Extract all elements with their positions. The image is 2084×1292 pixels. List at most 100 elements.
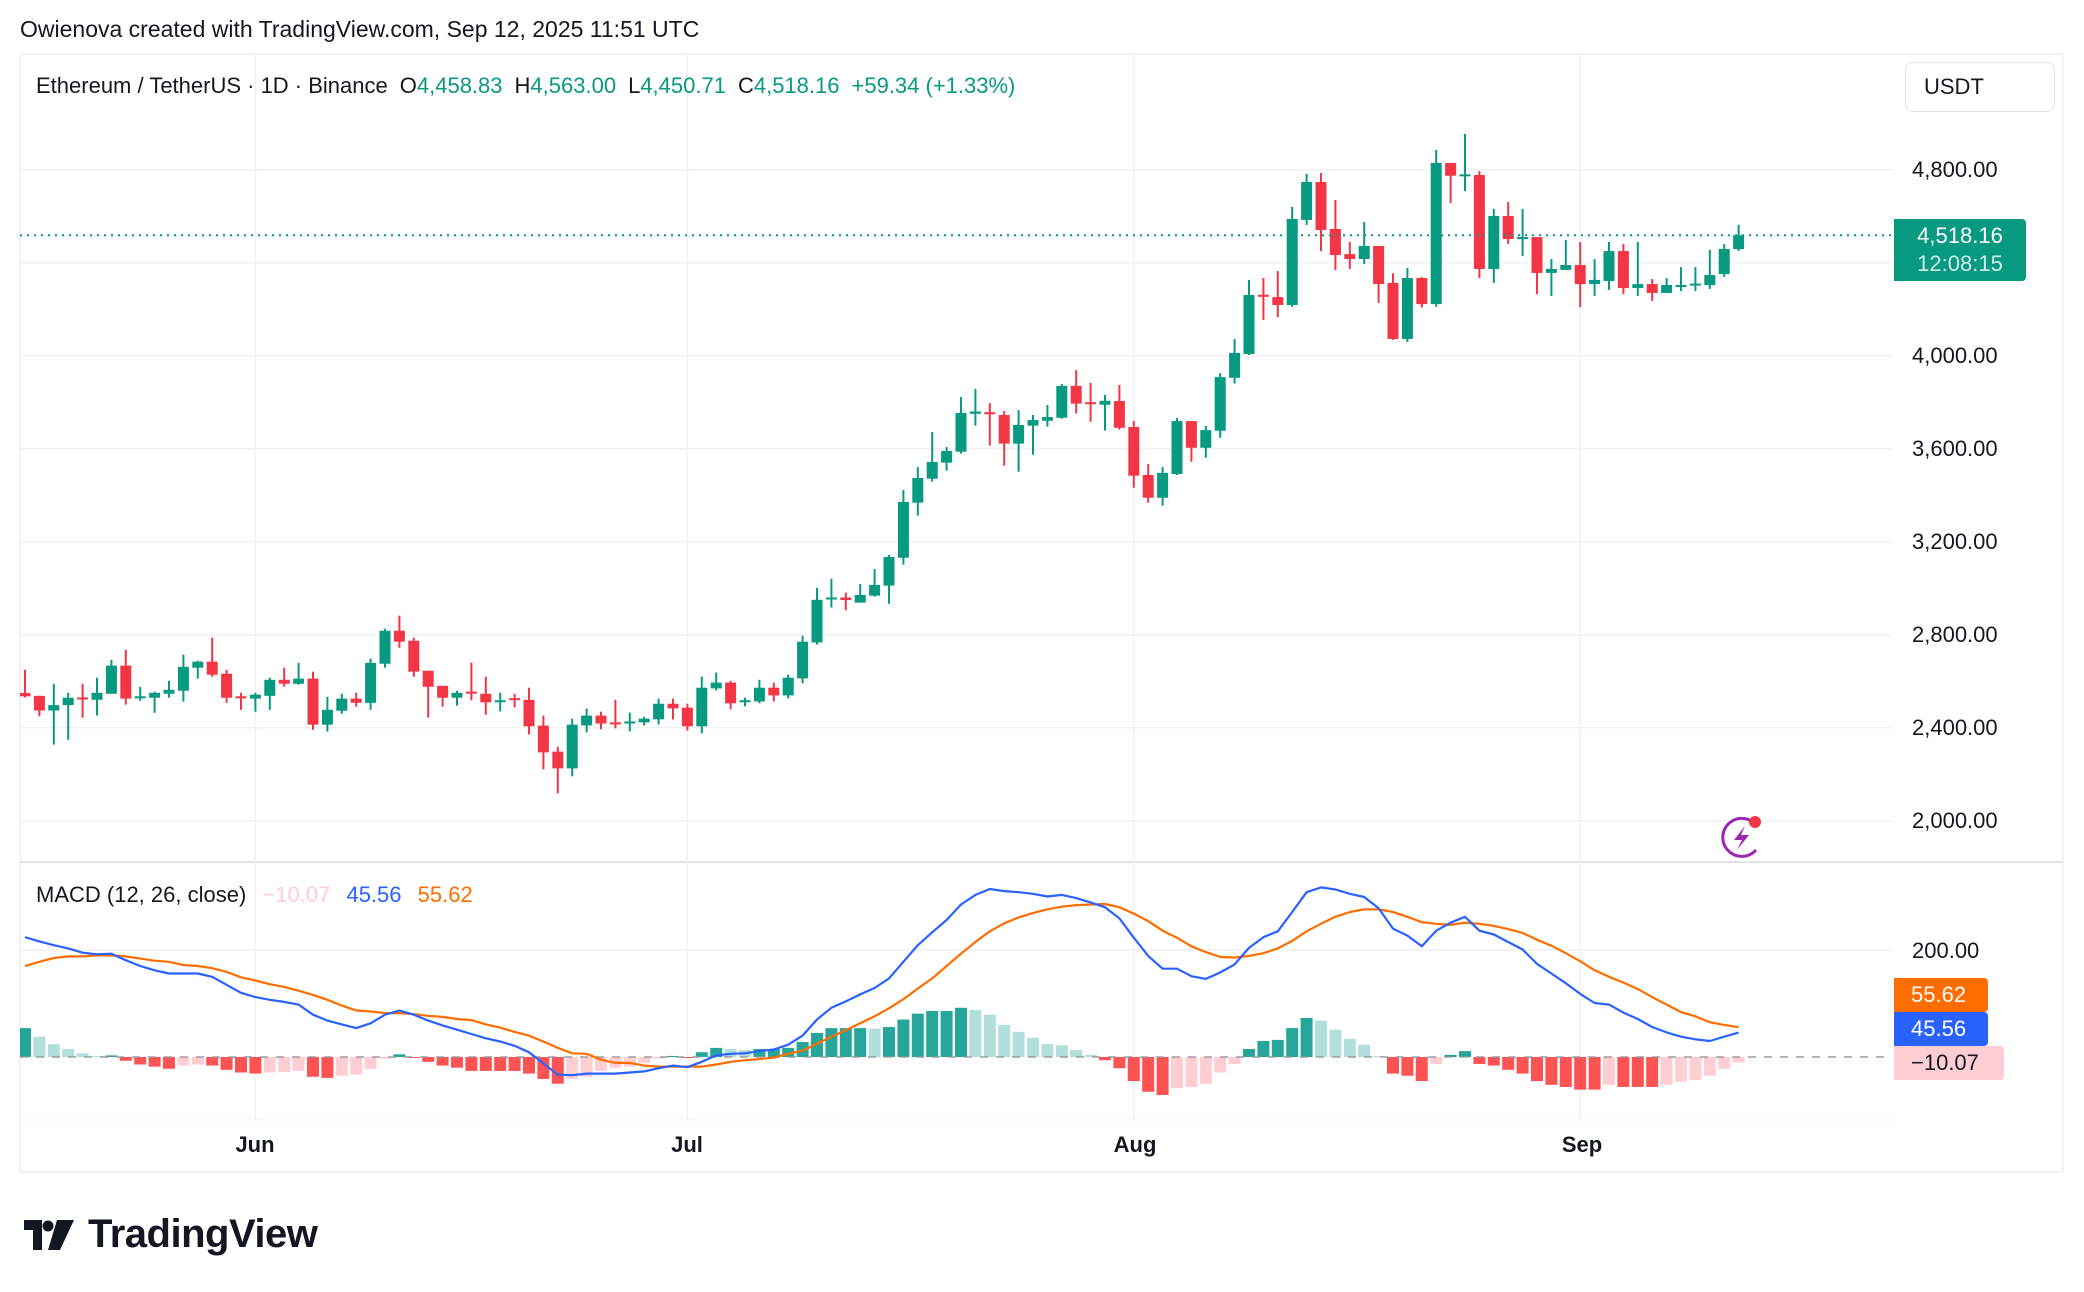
change-value: +59.34 (+1.33%) xyxy=(851,73,1016,98)
candle xyxy=(941,447,953,471)
candle xyxy=(1430,149,1442,307)
candle-body xyxy=(1675,285,1687,288)
candle-wick xyxy=(153,691,156,713)
close-label: C xyxy=(737,73,754,98)
histogram-bar xyxy=(681,1057,694,1058)
candle-body xyxy=(33,695,45,711)
histogram-bar xyxy=(1171,1057,1183,1089)
histogram-bar xyxy=(1444,1054,1457,1057)
candle-wick xyxy=(1032,414,1034,455)
histogram-bar xyxy=(767,1048,780,1057)
histogram-bar xyxy=(379,1057,391,1059)
candle-wick xyxy=(1636,242,1639,296)
histogram-bar xyxy=(1286,1028,1299,1057)
currency-button[interactable]: USDT xyxy=(1905,62,2055,112)
histogram-bar xyxy=(1401,1057,1414,1076)
candle-body xyxy=(667,703,679,709)
candle xyxy=(350,692,362,707)
candle xyxy=(739,697,751,707)
histogram-bar xyxy=(407,1057,420,1058)
histogram-bar xyxy=(508,1057,521,1071)
candle xyxy=(451,690,463,706)
candle-wick xyxy=(1363,222,1366,265)
symbol-name[interactable]: Ethereum / TetherUS · 1D · Binance xyxy=(36,73,388,98)
histogram-bar xyxy=(1732,1057,1745,1063)
histogram-bar xyxy=(479,1057,492,1071)
candle xyxy=(869,569,881,597)
candle-body xyxy=(105,665,117,694)
candle xyxy=(77,683,89,718)
macd-title[interactable]: MACD (12, 26, close) xyxy=(36,882,247,907)
histogram-bar xyxy=(292,1057,305,1071)
histogram-bar xyxy=(494,1057,507,1071)
candle xyxy=(1603,242,1615,290)
price-axis-label: 2,000.00 xyxy=(1912,808,1998,833)
candle xyxy=(1617,244,1629,295)
candle-wick xyxy=(456,690,458,706)
histogram-bar xyxy=(119,1057,132,1061)
candle-wick xyxy=(24,669,26,698)
candle xyxy=(177,654,189,702)
candle xyxy=(437,685,449,707)
candle-body xyxy=(1128,427,1140,476)
candle xyxy=(62,692,74,740)
candle-wick xyxy=(672,698,674,720)
candle-body xyxy=(955,412,967,452)
histogram-bar xyxy=(638,1057,651,1063)
histogram-bar xyxy=(1660,1057,1673,1085)
candle-body xyxy=(1401,278,1413,339)
candle xyxy=(1589,258,1601,296)
candle-body xyxy=(437,685,449,698)
candle-wick xyxy=(283,667,286,687)
candle xyxy=(1229,338,1241,384)
histogram-bar xyxy=(321,1057,334,1078)
histogram-bar xyxy=(1603,1057,1615,1085)
histogram-bar xyxy=(91,1055,103,1057)
candle-body xyxy=(379,630,391,664)
candle xyxy=(696,676,708,734)
histogram-bar xyxy=(1617,1057,1630,1087)
candle-body xyxy=(609,722,621,725)
candle-body xyxy=(725,682,737,704)
candle xyxy=(552,746,564,794)
histogram-bar xyxy=(1041,1044,1054,1057)
histogram-bar xyxy=(1689,1057,1702,1081)
histogram-bar xyxy=(191,1057,204,1065)
open-label: O xyxy=(399,73,417,98)
histogram-bar xyxy=(278,1057,291,1072)
histogram-bar xyxy=(1113,1057,1126,1069)
candle xyxy=(1473,171,1485,279)
candle xyxy=(494,692,506,712)
candle-wick xyxy=(1694,267,1697,292)
candle xyxy=(768,682,780,702)
histogram-bar xyxy=(1415,1057,1428,1082)
candle-body xyxy=(235,696,247,699)
candle-body xyxy=(710,682,722,689)
histogram-bar xyxy=(710,1047,723,1057)
candle-body xyxy=(1661,285,1673,293)
histogram-bar xyxy=(62,1048,75,1057)
candle-body xyxy=(48,705,60,711)
lightning-alert-icon[interactable] xyxy=(1721,816,1761,858)
candle xyxy=(293,662,305,685)
candle-body xyxy=(1142,474,1154,498)
candle xyxy=(955,397,967,454)
histogram-bar xyxy=(364,1057,377,1069)
price-axis-label: 3,600.00 xyxy=(1912,436,1998,461)
candle-body xyxy=(249,694,261,699)
histogram-bar xyxy=(1300,1017,1313,1057)
symbol-legend: Ethereum / TetherUS · 1D · Binance O 4,45… xyxy=(36,73,1015,99)
candle xyxy=(1257,278,1269,320)
candle-body xyxy=(797,641,809,679)
candle xyxy=(206,637,218,677)
candle xyxy=(1056,384,1068,419)
candle-wick xyxy=(52,683,55,745)
candle-body xyxy=(825,597,837,600)
histogram-bar xyxy=(1718,1057,1731,1069)
tradingview-logo[interactable]: TradingView xyxy=(24,1212,318,1257)
candle xyxy=(393,615,405,648)
histogram-bar xyxy=(47,1044,60,1057)
histogram-bar xyxy=(1055,1045,1068,1057)
candle-body xyxy=(1531,237,1543,273)
